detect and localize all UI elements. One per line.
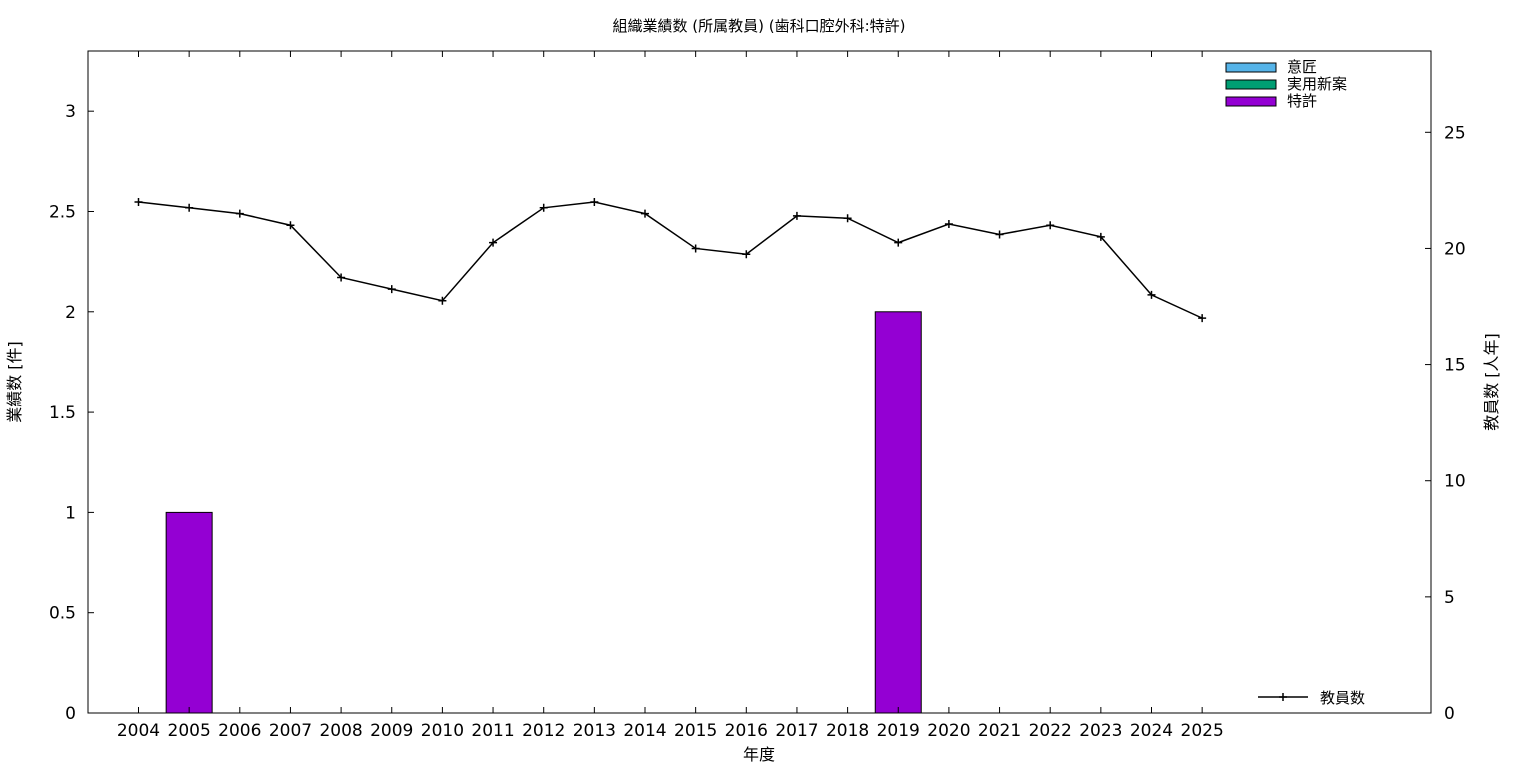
line-point-2007: [286, 221, 295, 230]
x-tick-label-2022: 2022: [1029, 721, 1072, 741]
y-tick-label-0: 0: [65, 704, 76, 724]
x-tick-label-2017: 2017: [775, 721, 818, 741]
line-point-2018: [843, 214, 852, 223]
legend-swatch-特許: [1225, 96, 1277, 107]
legend-swatch-実用新案: [1225, 79, 1277, 90]
y-tick-label-1: 1: [65, 503, 76, 523]
x-tick-label-2024: 2024: [1130, 721, 1173, 741]
line-point-2016: [742, 250, 751, 259]
x-tick-label-2007: 2007: [269, 721, 312, 741]
legend-label-教員数: 教員数: [1320, 689, 1365, 707]
y2-ticks: 0 5 10 15 20 25: [1425, 123, 1466, 724]
line-point-2009: [387, 285, 396, 294]
line-point-2011: [489, 238, 498, 247]
y-tick-label-1.5: 1.5: [49, 403, 76, 423]
line-point-2022: [1046, 221, 1055, 230]
chart-title: 組織業績数 (所属教員) (歯科口腔外科:特許): [613, 17, 906, 35]
y2-tick-label-10: 10: [1444, 472, 1466, 492]
line-教員数: [138, 201, 1203, 319]
y2-tick-label-25: 25: [1444, 123, 1466, 143]
line-legend: 教員数: [1258, 689, 1365, 707]
x-tick-label-2016: 2016: [725, 721, 768, 741]
x-tick-label-2006: 2006: [218, 721, 261, 741]
line-point-2014: [641, 209, 649, 218]
legend-line-marker: [1279, 693, 1287, 701]
x-tick-label-2012: 2012: [522, 721, 565, 741]
x-tick-label-2020: 2020: [927, 721, 970, 741]
x-axis-label: 年度: [743, 745, 775, 764]
line-point-2008: [337, 273, 346, 282]
legend-label-特許: 特許: [1287, 92, 1317, 110]
x-ticks: 2004 2005 2006 2007 2008 2009 2010 2011 2012 2013…: [117, 51, 1224, 741]
y-tick-label-2: 2: [65, 303, 76, 323]
bars-layer: [165, 311, 922, 714]
line-point-2004: [134, 197, 143, 206]
x-tick-label-2013: 2013: [573, 721, 616, 741]
line-point-2025: [1198, 314, 1207, 323]
y2-tick-label-15: 15: [1444, 356, 1466, 376]
line-point-2015: [691, 244, 700, 253]
legend-label-意匠: 意匠: [1287, 58, 1317, 76]
x-tick-label-2014: 2014: [623, 721, 666, 741]
y-tick-label-0.5: 0.5: [49, 604, 76, 624]
x-tick-label-2009: 2009: [370, 721, 413, 741]
x-tick-label-2011: 2011: [471, 721, 514, 741]
x-tick-label-2023: 2023: [1079, 721, 1122, 741]
y2-tick-label-20: 20: [1444, 239, 1466, 259]
line-point-2021: [995, 230, 1004, 239]
line-point-2023: [1096, 232, 1105, 241]
x-tick-label-2025: 2025: [1181, 721, 1224, 741]
y-ticks: 0 0.5 1 1.5 2 2.5 3: [49, 102, 94, 724]
x-tick-label-2005: 2005: [168, 721, 211, 741]
x-tick-label-2008: 2008: [319, 721, 362, 741]
y2-tick-label-0: 0: [1444, 704, 1455, 724]
line-point-2012: [539, 203, 548, 212]
plot-area: [87, 50, 1432, 714]
x-tick-label-2021: 2021: [978, 721, 1021, 741]
y2-axis-label: 教員数 [人年]: [1482, 333, 1501, 431]
y2-tick-label-5: 5: [1444, 588, 1455, 608]
y-tick-label-3: 3: [65, 102, 76, 122]
x-tick-label-2019: 2019: [877, 721, 920, 741]
line-point-2020: [944, 220, 953, 229]
line-point-2024: [1147, 290, 1156, 299]
line-point-2006: [235, 209, 244, 218]
x-tick-label-2010: 2010: [421, 721, 464, 741]
y-tick-label-2.5: 2.5: [49, 202, 76, 222]
line-layer: [134, 197, 1207, 323]
y-axis-label: 業績数 [件]: [5, 341, 24, 423]
x-tick-label-2018: 2018: [826, 721, 869, 741]
line-point-2019: [894, 238, 903, 247]
x-tick-label-2015: 2015: [674, 721, 717, 741]
x-tick-label-2004: 2004: [117, 721, 160, 741]
line-point-2010: [438, 296, 447, 305]
legend-swatch-意匠: [1225, 62, 1277, 73]
line-point-2005: [185, 203, 194, 212]
bar-2-2019: [874, 311, 922, 714]
bar-2-2005: [165, 511, 213, 714]
line-point-2013: [590, 197, 599, 206]
legend-label-実用新案: 実用新案: [1287, 75, 1347, 93]
line-point-2017: [792, 211, 801, 220]
